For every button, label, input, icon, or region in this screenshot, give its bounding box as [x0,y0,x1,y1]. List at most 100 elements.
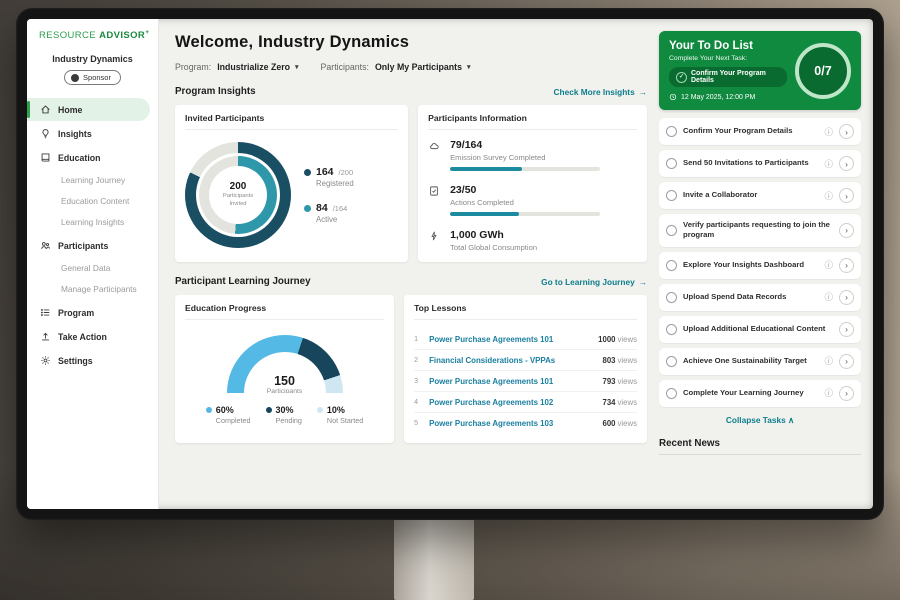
task-checkbox[interactable] [666,190,677,201]
lesson-link[interactable]: Power Purchase Agreements 101 [429,376,554,386]
book-icon [40,152,51,163]
todo-summary-card: Your To Do List Complete Your Next Task:… [659,31,861,110]
lesson-link[interactable]: Power Purchase Agreements 102 [429,397,554,407]
sidebar-item-learning-journey[interactable]: Learning Journey [61,175,126,186]
next-task-pill[interactable]: ✓ Confirm Your Program Details [669,67,787,87]
task-item[interactable]: Achieve One Sustainability Target ⓘ › [659,347,861,375]
task-item[interactable]: Upload Additional Educational Content › [659,315,861,343]
task-chevron-button[interactable]: › [839,156,854,171]
info-icon[interactable]: ⓘ [824,126,833,137]
task-item[interactable]: Explore Your Insights Dashboard ⓘ › [659,251,861,279]
lesson-link[interactable]: Financial Considerations - VPPAs [429,355,556,365]
task-item[interactable]: Upload Spend Data Records ⓘ › [659,283,861,311]
clock-icon [669,93,677,101]
education-gauge-chart: 150 Participants [226,335,343,393]
task-chevron-button[interactable]: › [839,124,854,139]
logo-plus: + [145,29,150,36]
lesson-link[interactable]: Power Purchase Agreements 101 [429,334,554,344]
info-icon[interactable]: ⓘ [824,356,833,367]
insights-cards-row: Invited Participants 200 Participants In… [175,105,647,262]
active-dot [304,204,311,212]
legend-item-not-started: 10% Not Started [316,405,363,425]
task-checkbox[interactable] [666,291,677,303]
sidebar-item-education-content[interactable]: Education Content [61,196,130,207]
lesson-link[interactable]: Power Purchase Agreements 103 [429,418,554,428]
task-checkbox[interactable] [666,387,677,399]
task-checkbox[interactable] [666,126,677,137]
card-title: Education Progress [185,303,385,320]
collapse-caret-icon: ∧ [788,414,795,425]
energy-icon [428,229,441,252]
collapse-tasks-link[interactable]: Collapse Tasks ∧ [725,414,795,425]
main-content: Welcome, Industry Dynamics Program: Indu… [159,19,873,509]
screen: RESOURCE ADVISOR+ Industry Dynamics Spon… [27,19,873,509]
registered-dot [304,168,311,176]
participants-filter-value: Only My Participants [374,62,462,72]
info-icon[interactable]: ⓘ [824,190,833,201]
task-chevron-button[interactable]: › [839,353,854,369]
task-chevron-button[interactable]: › [839,385,854,401]
sidebar-item-participants[interactable]: Participants [27,234,150,257]
task-checkbox[interactable] [666,355,677,367]
section-title: Program Insights [175,86,256,97]
arrow-right-icon: → [638,86,647,97]
program-filter-value: Industrialize Zero [217,62,291,72]
info-icon[interactable]: ⓘ [824,158,833,169]
program-insights-header: Program Insights Check More Insights → [175,86,647,97]
section-title: Participant Learning Journey [175,276,311,287]
card-title: Top Lessons [414,303,637,320]
legend-item-pending: 30% Pending [265,405,302,425]
task-item[interactable]: Send 50 Invitations to Participants ⓘ › [659,150,861,177]
learning-cards-row: Education Progress 150 Participants [175,295,647,443]
info-icon[interactable]: ⓘ [824,260,833,271]
todo-subtitle: Complete Your Next Task: [669,55,748,62]
page-title: Welcome, Industry Dynamics [175,33,410,51]
card-title: Invited Participants [185,113,399,130]
filter-bar: Program: Industrialize Zero ▾ Participan… [175,62,647,72]
progress-fill [450,212,520,216]
emission-progress-bar [450,167,601,171]
learning-journey-header: Participant Learning Journey Go to Learn… [175,276,647,287]
sidebar-item-education[interactable]: Education [27,146,150,169]
task-chevron-button[interactable]: › [839,321,854,337]
participants-filter-dropdown[interactable]: Only My Participants ▾ [375,62,471,72]
sidebar-item-settings[interactable]: Settings [27,349,150,372]
info-icon[interactable]: ⓘ [824,292,833,303]
task-item[interactable]: Invite a Collaborator ⓘ › [659,182,861,209]
sidebar: RESOURCE ADVISOR+ Industry Dynamics Spon… [27,19,159,509]
task-chevron-button[interactable]: › [839,188,854,203]
task-checkbox[interactable] [666,259,677,271]
sidebar-item-take-action[interactable]: Take Action [27,325,150,348]
program-filter-dropdown[interactable]: Industrialize Zero ▾ [217,62,298,72]
task-checkbox[interactable] [666,323,677,335]
task-checkbox[interactable] [666,158,677,169]
emission-icon [428,139,441,171]
gauge-dot-0 [205,407,212,413]
lesson-row: 2 Financial Considerations - VPPAs 803 vi… [414,350,637,371]
task-chevron-button[interactable]: › [839,289,854,305]
sidebar-item-home[interactable]: Home [27,98,150,122]
gauge-center-label: 150 Participants [266,374,303,393]
list-icon [40,307,51,318]
task-chevron-button[interactable]: › [839,222,854,238]
sidebar-item-insights[interactable]: Insights [27,122,150,145]
go-to-learning-journey-link[interactable]: Go to Learning Journey → [541,276,647,287]
todo-title: Your To Do List [669,40,753,52]
task-item[interactable]: Complete Your Learning Journey ⓘ › [659,379,861,407]
gauge-dot-1 [265,407,272,413]
sidebar-item-program[interactable]: Program [27,301,150,324]
task-list: Confirm Your Program Details ⓘ › Send 50… [659,118,861,407]
dashboard-column: Welcome, Industry Dynamics Program: Indu… [175,31,647,509]
sidebar-item-label: Take Action [58,331,107,342]
task-item[interactable]: Verify participants requesting to join t… [659,214,861,247]
program-filter-label: Program: [175,62,212,72]
info-icon[interactable]: ⓘ [824,388,833,399]
sidebar-item-learning-insights[interactable]: Learning Insights [61,217,125,228]
task-item[interactable]: Confirm Your Program Details ⓘ › [659,118,861,145]
task-chevron-button[interactable]: › [839,257,854,273]
check-more-insights-link[interactable]: Check More Insights → [553,86,647,97]
sidebar-item-general-data[interactable]: General Data [61,263,111,274]
sidebar-item-label: Education [58,152,101,163]
task-checkbox[interactable] [666,224,677,236]
sidebar-item-manage-participants[interactable]: Manage Participants [61,284,137,295]
